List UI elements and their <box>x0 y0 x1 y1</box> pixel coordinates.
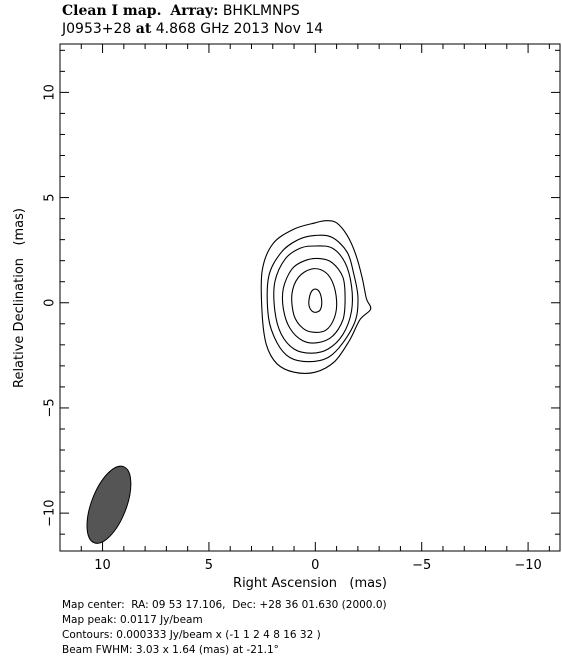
beam-ellipse <box>86 465 132 544</box>
x-tick-label: −10 <box>514 558 541 573</box>
observation-date: 2013 Nov 14 <box>233 21 324 37</box>
x-axis-label: Right Ascension (mas) <box>233 576 387 591</box>
at-label: at <box>135 21 152 37</box>
plot-subtitle: J0953+28 at 4.868 GHz 2013 Nov 14 <box>62 21 323 37</box>
y-tick-label: 10 <box>43 84 58 101</box>
x-tick-label: −5 <box>412 558 431 573</box>
beam-shape <box>86 465 132 544</box>
y-tick-label: 0 <box>43 299 58 307</box>
contour-level-32 <box>308 288 323 313</box>
contour-level-8 <box>281 257 346 344</box>
y-tick-label: 5 <box>43 193 58 201</box>
map-center: Map center: RA: 09 53 17.106, Dec: +28 3… <box>62 599 387 611</box>
contour-level-1 <box>260 220 372 374</box>
y-tick-label: −5 <box>43 398 58 417</box>
map-peak: Map peak: 0.0117 Jy/beam <box>62 614 203 626</box>
y-tick-label: −10 <box>43 499 58 526</box>
x-tick-label: 5 <box>205 558 213 573</box>
title-label: Clean I map. <box>62 3 162 19</box>
beam-fwhm: Beam FWHM: 3.03 x 1.64 (mas) at -21.1° <box>62 644 279 656</box>
x-tick-label: 0 <box>311 558 319 573</box>
frequency: 4.868 GHz <box>155 21 230 37</box>
contour-lines <box>260 220 372 374</box>
contour-levels: Contours: 0.000333 Jy/beam x (-1 1 2 4 8… <box>62 629 321 641</box>
y-axis-label: Relative Declination (mas) <box>12 208 27 388</box>
x-tick-label: 10 <box>94 558 111 573</box>
source-name: J0953+28 <box>62 21 132 37</box>
axis-tick-labels: 10 5 0 −5 −10 10 5 0 −5 −10 <box>43 84 542 573</box>
array-value: BHKLMNPS <box>222 3 300 19</box>
plot-title: Clean I map. Array: BHKLMNPS <box>62 3 300 19</box>
contour-level-4 <box>273 245 353 354</box>
contour-level-2 <box>266 234 359 363</box>
contour-level-16 <box>291 268 338 333</box>
plot-frame <box>59 43 561 552</box>
axis-ticks <box>59 44 560 551</box>
map-info: Map center: RA: 09 53 17.106, Dec: +28 3… <box>62 598 387 658</box>
array-label: Array: <box>170 3 219 19</box>
